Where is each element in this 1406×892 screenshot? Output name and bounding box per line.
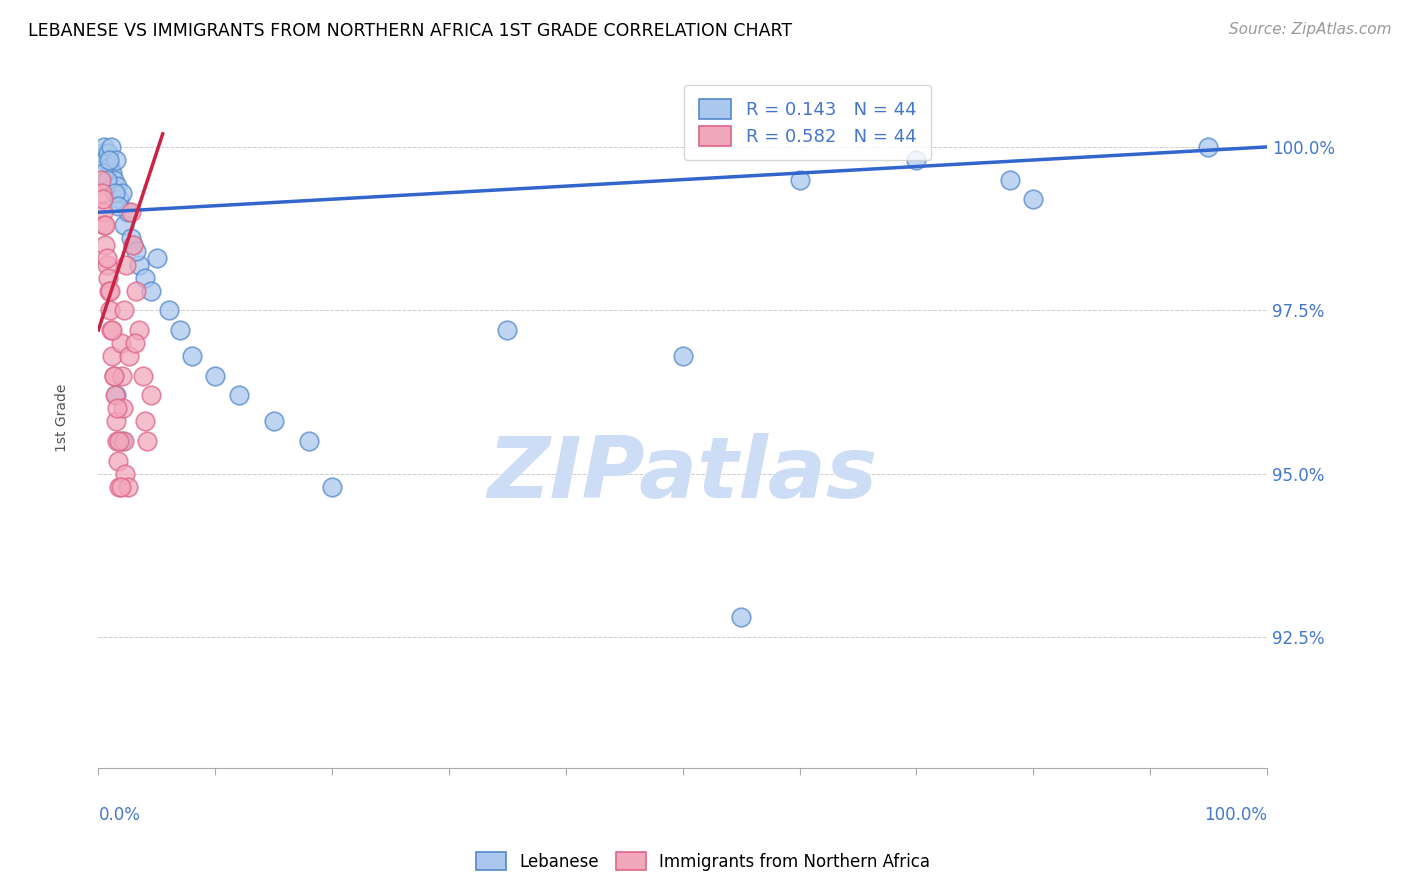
Point bbox=[101, 349, 124, 363]
Point bbox=[496, 323, 519, 337]
Point bbox=[94, 219, 117, 233]
Point bbox=[122, 238, 145, 252]
Point bbox=[117, 205, 139, 219]
Legend: R = 0.143   N = 44, R = 0.582   N = 44: R = 0.143 N = 44, R = 0.582 N = 44 bbox=[685, 85, 931, 161]
Point bbox=[125, 284, 148, 298]
Point bbox=[157, 303, 180, 318]
Point bbox=[93, 140, 115, 154]
Point bbox=[112, 219, 135, 233]
Point bbox=[96, 258, 118, 272]
Point bbox=[180, 349, 202, 363]
Point bbox=[91, 205, 114, 219]
Point bbox=[789, 172, 811, 186]
Y-axis label: 1st Grade: 1st Grade bbox=[55, 384, 69, 452]
Text: LEBANESE VS IMMIGRANTS FROM NORTHERN AFRICA 1ST GRADE CORRELATION CHART: LEBANESE VS IMMIGRANTS FROM NORTHERN AFR… bbox=[28, 22, 792, 40]
Point bbox=[90, 146, 112, 161]
Point bbox=[101, 323, 124, 337]
Point bbox=[134, 270, 156, 285]
Text: Source: ZipAtlas.com: Source: ZipAtlas.com bbox=[1229, 22, 1392, 37]
Point bbox=[100, 140, 122, 154]
Point bbox=[114, 467, 136, 481]
Point bbox=[120, 205, 142, 219]
Point bbox=[103, 368, 125, 383]
Point bbox=[90, 172, 112, 186]
Point bbox=[91, 192, 114, 206]
Point bbox=[98, 160, 121, 174]
Point bbox=[730, 610, 752, 624]
Point bbox=[111, 186, 134, 200]
Point bbox=[132, 368, 155, 383]
Point bbox=[97, 153, 120, 167]
Point bbox=[104, 414, 127, 428]
Point bbox=[108, 480, 131, 494]
Point bbox=[107, 199, 129, 213]
Point bbox=[98, 303, 121, 318]
Point bbox=[97, 270, 120, 285]
Point bbox=[139, 284, 162, 298]
Point bbox=[169, 323, 191, 337]
Point bbox=[97, 146, 120, 161]
Point bbox=[998, 172, 1021, 186]
Point bbox=[146, 251, 169, 265]
Point bbox=[105, 179, 128, 194]
Point bbox=[104, 153, 127, 167]
Text: 0.0%: 0.0% bbox=[98, 806, 141, 824]
Point bbox=[110, 480, 132, 494]
Point bbox=[103, 368, 125, 383]
Point bbox=[321, 480, 343, 494]
Point bbox=[111, 434, 134, 448]
Point bbox=[104, 388, 127, 402]
Point bbox=[134, 414, 156, 428]
Point bbox=[103, 172, 125, 186]
Point bbox=[115, 258, 138, 272]
Point bbox=[108, 192, 131, 206]
Point bbox=[112, 303, 135, 318]
Point bbox=[104, 186, 127, 200]
Point bbox=[124, 335, 146, 350]
Point bbox=[96, 172, 118, 186]
Point bbox=[97, 284, 120, 298]
Text: ZIPatlas: ZIPatlas bbox=[488, 433, 877, 516]
Point bbox=[228, 388, 250, 402]
Point bbox=[94, 238, 117, 252]
Point bbox=[117, 480, 139, 494]
Point bbox=[100, 323, 122, 337]
Point bbox=[112, 434, 135, 448]
Text: 100.0%: 100.0% bbox=[1204, 806, 1267, 824]
Point bbox=[672, 349, 695, 363]
Point bbox=[1198, 140, 1220, 154]
Point bbox=[101, 166, 124, 180]
Point bbox=[91, 166, 114, 180]
Legend: Lebanese, Immigrants from Northern Africa: Lebanese, Immigrants from Northern Afric… bbox=[468, 844, 938, 880]
Point bbox=[90, 186, 112, 200]
Point bbox=[107, 453, 129, 467]
Point bbox=[204, 368, 226, 383]
Point bbox=[298, 434, 321, 448]
Point bbox=[93, 219, 115, 233]
Point bbox=[136, 434, 159, 448]
Point bbox=[139, 388, 162, 402]
Point bbox=[105, 401, 128, 416]
Point bbox=[118, 349, 141, 363]
Point bbox=[108, 434, 131, 448]
Point bbox=[122, 238, 145, 252]
Point bbox=[96, 251, 118, 265]
Point bbox=[905, 153, 928, 167]
Point bbox=[1022, 192, 1045, 206]
Point bbox=[120, 231, 142, 245]
Point bbox=[94, 153, 117, 167]
Point bbox=[111, 401, 134, 416]
Point bbox=[98, 284, 121, 298]
Point bbox=[125, 244, 148, 259]
Point bbox=[110, 335, 132, 350]
Point bbox=[105, 434, 128, 448]
Point bbox=[111, 368, 134, 383]
Point bbox=[263, 414, 285, 428]
Point bbox=[128, 258, 150, 272]
Point bbox=[128, 323, 150, 337]
Point bbox=[104, 388, 127, 402]
